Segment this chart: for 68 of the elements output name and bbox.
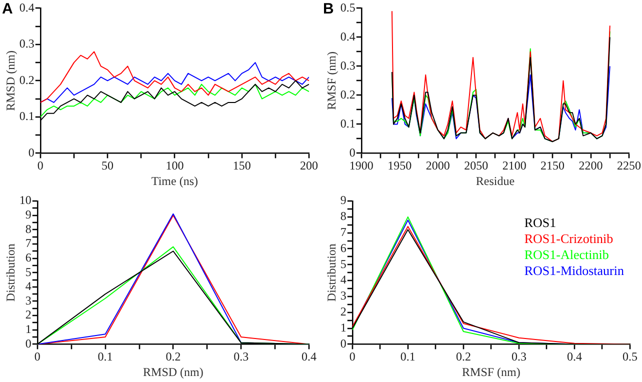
x-tick-label: 2200	[578, 158, 603, 173]
y-tick-label: 2	[340, 304, 346, 319]
x-tick-label: 0.3	[234, 350, 249, 364]
y-tick-label: 0.2	[19, 72, 34, 87]
x-tick-label: 1900	[349, 158, 374, 173]
x-tick-label: 0.1	[400, 350, 416, 364]
y-tick-label: 0.3	[19, 36, 34, 51]
y-tick-label: 0.5	[340, 0, 356, 14]
y-tick-label: 4	[25, 279, 32, 294]
chart-title: B	[323, 0, 334, 18]
x-tick-label: 0.5	[622, 350, 638, 364]
y-axis-title: Distribution	[324, 244, 338, 302]
y-tick-label: 2	[25, 308, 32, 322]
y-tick-label: 8	[25, 222, 32, 236]
x-tick-label: 0.1	[98, 350, 113, 364]
x-tick-label: 1950	[388, 158, 412, 173]
y-tick-label: 4	[340, 272, 346, 287]
x-tick-label: 0.3	[511, 350, 526, 364]
y-tick-label: 0	[25, 336, 32, 350]
y-axis-title: RMSD (nm)	[3, 50, 18, 111]
y-tick-label: 6	[25, 250, 32, 264]
y-tick-label: 7	[340, 224, 346, 239]
y-tick-label: 0.4	[19, 0, 34, 14]
y-tick-label: 3	[340, 288, 346, 303]
y-tick-label: 0	[349, 145, 356, 160]
y-axis-title: RMSF (nm)	[324, 52, 338, 110]
x-axis-title: RMSF (nm)	[462, 364, 520, 379]
y-tick-label: 5	[340, 256, 346, 271]
text: ROS1-Midostaurin	[524, 262, 624, 278]
y-tick-label: 6	[340, 240, 346, 255]
text: ROS1-Crizotinib	[524, 230, 614, 246]
x-axis-title: Time (ns)	[151, 174, 198, 188]
y-tick-label: 1	[340, 320, 346, 334]
y-tick-label: 0	[28, 145, 34, 160]
y-tick-label: 0.3	[340, 58, 356, 72]
y-tick-label: 0	[340, 336, 346, 350]
x-tick-label: 200	[300, 158, 318, 173]
x-tick-label: 2100	[502, 158, 526, 173]
y-axis-title: Distribution	[3, 244, 18, 302]
x-tick-label: 2150	[540, 158, 565, 173]
y-tick-label: 0.1	[19, 109, 34, 124]
y-tick-label: 0.2	[340, 87, 356, 102]
x-tick-label: 0.2	[456, 350, 471, 364]
chart-title: A	[2, 0, 13, 18]
x-tick-label: 0	[37, 158, 44, 173]
y-tick-label: 1	[25, 322, 32, 336]
x-tick-label: 0.4	[302, 350, 316, 364]
y-tick-label: 9	[340, 193, 346, 208]
x-tick-label: 2050	[464, 158, 488, 173]
y-tick-label: 0.4	[340, 29, 356, 44]
x-tick-label: 2250	[617, 158, 641, 173]
x-tick-label: 100	[166, 158, 184, 173]
y-tick-label: 3	[25, 293, 32, 308]
y-tick-label: 7	[25, 236, 32, 250]
x-tick-label: 0.2	[166, 350, 181, 364]
y-tick-label: 9	[25, 207, 32, 222]
x-tick-label: 0.4	[566, 350, 582, 364]
y-tick-label: 8	[340, 209, 346, 224]
y-tick-label: 5	[25, 264, 32, 279]
x-tick-label: 2000	[426, 158, 450, 173]
text: ROS1-Alectinib	[524, 246, 609, 262]
x-axis-title: RMSD (nm)	[143, 364, 204, 379]
x-axis-title: Residue	[476, 174, 515, 188]
text: ROS1	[524, 214, 556, 230]
x-tick-label: 150	[232, 158, 251, 173]
y-tick-label: 10	[19, 193, 32, 208]
x-tick-label: 50	[102, 158, 114, 173]
y-tick-label: 0.1	[340, 116, 356, 130]
